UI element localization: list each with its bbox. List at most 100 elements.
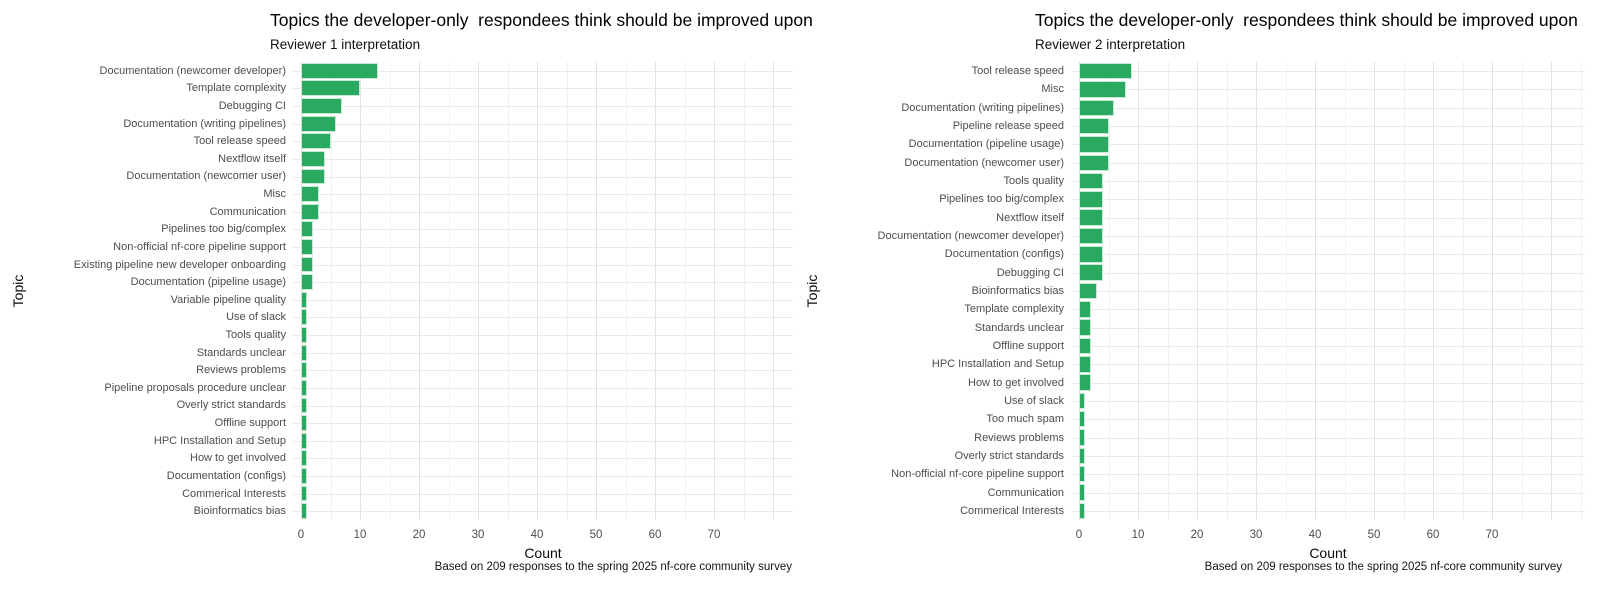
y-tick-label: HPC Installation and Setup xyxy=(153,434,286,447)
h-gridline xyxy=(293,493,793,495)
bar xyxy=(1079,246,1103,263)
bar xyxy=(301,432,307,449)
x-tick-label: 40 xyxy=(1308,529,1322,541)
bar xyxy=(1079,410,1085,428)
y-tick-label: Communication xyxy=(987,486,1064,499)
bar xyxy=(301,309,307,326)
bar xyxy=(1079,81,1127,98)
v-gridline xyxy=(625,62,627,520)
v-gridline xyxy=(360,62,361,520)
y-tick-label: Tool release speed xyxy=(971,65,1064,78)
chart-title: Topics the developer-only respondees thi… xyxy=(1035,10,1578,30)
h-gridline xyxy=(1071,89,1585,91)
v-gridline xyxy=(773,62,774,520)
y-tick-label: Offline support xyxy=(214,417,286,430)
v-gridline xyxy=(301,62,302,520)
bar xyxy=(301,168,325,185)
h-gridline xyxy=(293,158,793,160)
h-gridline xyxy=(293,370,793,372)
y-tick-label: Documentation (pipeline usage) xyxy=(908,138,1064,151)
v-gridline xyxy=(655,62,656,520)
x-tick-label: 50 xyxy=(589,529,603,541)
bar xyxy=(1079,154,1109,171)
h-gridline xyxy=(1071,144,1585,146)
h-gridline xyxy=(1071,364,1585,366)
y-tick-label: How to get involved xyxy=(190,452,286,465)
x-tick-label: 0 xyxy=(297,529,305,541)
bar xyxy=(1079,117,1109,135)
x-tick-label: 20 xyxy=(1190,529,1204,541)
bar xyxy=(1079,319,1091,336)
bar xyxy=(1079,227,1103,245)
bar xyxy=(301,133,331,150)
x-tick-label: 0 xyxy=(1075,529,1083,541)
y-tick-label: Misc xyxy=(1041,83,1064,96)
h-gridline xyxy=(1071,162,1585,164)
bar xyxy=(301,203,319,220)
y-tick-label: Tool release speed xyxy=(193,135,286,148)
bar xyxy=(301,98,343,114)
bar xyxy=(301,415,307,432)
y-tick-label: Documentation (configs) xyxy=(166,469,286,482)
y-tick-label: Bioinformatics bias xyxy=(193,505,286,518)
v-gridline xyxy=(537,62,538,520)
y-tick-label: Documentation (newcomer user) xyxy=(904,156,1064,169)
bar xyxy=(1079,374,1091,391)
h-gridline xyxy=(1071,71,1585,73)
x-tick-label: 10 xyxy=(1131,529,1145,541)
y-tick-label: Nextflow itself xyxy=(218,152,286,165)
h-gridline xyxy=(1071,474,1585,476)
bar xyxy=(1079,136,1109,153)
y-tick-label: Bioinformatics bias xyxy=(971,284,1064,297)
h-gridline xyxy=(293,352,793,354)
h-gridline xyxy=(293,387,793,389)
x-axis-title: Count xyxy=(1309,545,1347,561)
x-axis-title: Count xyxy=(524,545,562,561)
bar xyxy=(301,186,319,203)
bar xyxy=(1079,282,1097,300)
y-tick-label: Non-official nf-core pipeline support xyxy=(113,240,286,253)
x-tick-label: 60 xyxy=(1426,529,1440,541)
y-tick-label: HPC Installation and Setup xyxy=(931,358,1064,371)
y-tick-label: Debugging CI xyxy=(218,100,286,113)
y-tick-label: Tools quality xyxy=(1003,175,1064,188)
h-gridline xyxy=(1071,419,1585,421)
y-tick-label: Communication xyxy=(209,205,286,218)
bar xyxy=(1079,502,1085,520)
h-gridline xyxy=(1071,272,1585,274)
bar xyxy=(301,274,313,291)
h-gridline xyxy=(1071,492,1585,494)
chart-title: Topics the developer-only respondees thi… xyxy=(270,10,813,30)
v-gridline xyxy=(596,62,597,520)
v-gridline xyxy=(507,62,509,520)
h-gridline xyxy=(1071,126,1585,128)
bar xyxy=(301,397,307,414)
h-gridline xyxy=(1071,400,1585,402)
x-tick-label: 10 xyxy=(353,529,367,541)
bar xyxy=(1079,301,1091,318)
h-gridline xyxy=(1071,455,1585,457)
y-tick-label: Documentation (configs) xyxy=(944,248,1064,261)
y-tick-label: Reviews problems xyxy=(974,431,1064,444)
h-gridline xyxy=(293,194,793,196)
y-tick-label: Overly strict standards xyxy=(954,449,1064,462)
bar xyxy=(301,362,307,379)
y-tick-label: Template complexity xyxy=(186,82,286,95)
bar xyxy=(1079,62,1133,80)
bar xyxy=(301,327,307,343)
v-gridline xyxy=(714,62,715,520)
h-gridline xyxy=(293,246,793,248)
h-gridline xyxy=(293,106,793,108)
bar xyxy=(301,150,325,167)
h-gridline xyxy=(293,88,793,90)
plot-panel xyxy=(1071,62,1585,520)
bar xyxy=(1079,392,1085,410)
chart-caption: Based on 209 responses to the spring 202… xyxy=(1204,561,1562,573)
h-gridline xyxy=(293,423,793,425)
x-tick-label: 20 xyxy=(412,529,426,541)
y-tick-label: Standards unclear xyxy=(974,321,1064,334)
bar xyxy=(301,256,313,273)
